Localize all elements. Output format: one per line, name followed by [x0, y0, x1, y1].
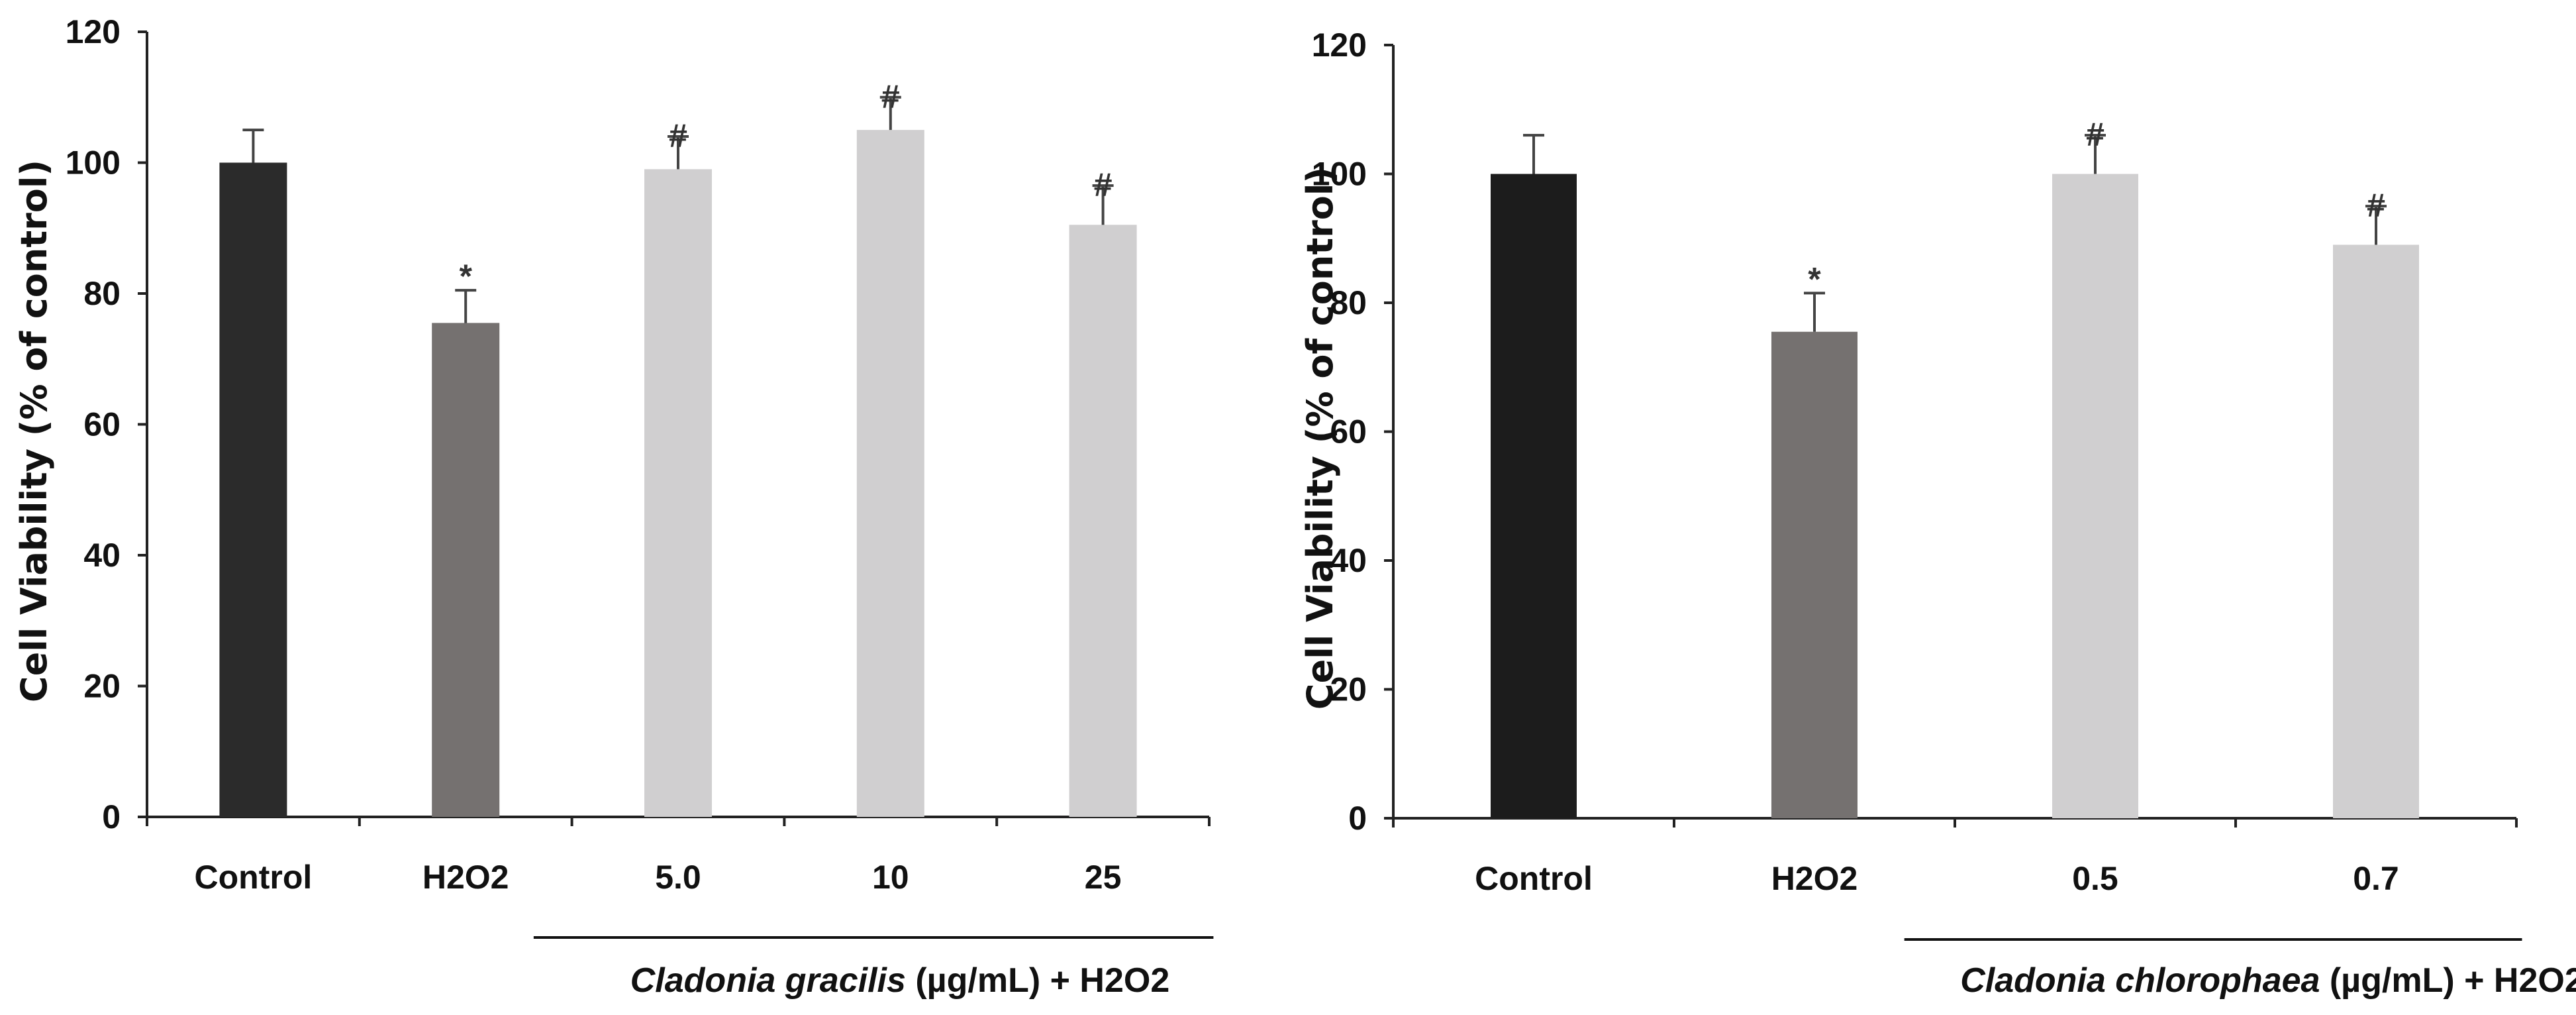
x-tick-label: H2O2 [1771, 860, 1858, 897]
bar [1771, 331, 1858, 818]
x-tick-label: 10 [872, 859, 909, 896]
bar [1491, 174, 1577, 818]
bar [2052, 174, 2138, 818]
bar [856, 130, 924, 817]
y-tick-label: 40 [1330, 542, 1367, 579]
chart-cladonia-chlorophaea: 0 20 40 60 80 100 120 Cell Viability (% of cont… [1299, 27, 2576, 1000]
group-label: Cladonia chlorophaea (µg/mL) + H2O2 [1960, 961, 2576, 1000]
significance-marker: # [669, 117, 687, 154]
x-tick-label: 0.5 [2072, 860, 2118, 897]
bar [219, 162, 287, 817]
y-tick-label: 0 [1348, 800, 1367, 837]
x-tick-label: Control [195, 859, 313, 896]
y-tick-label: 120 [1312, 27, 1367, 64]
significance-marker: # [1094, 166, 1113, 203]
group-label-treatment: (µg/mL) + H2O2 [906, 961, 1169, 1000]
y-tick-label: 40 [83, 537, 121, 574]
significance-marker: # [2367, 187, 2385, 224]
group-label-treatment: (µg/mL) + H2O2 [2320, 961, 2576, 1000]
x-tick-label: 5.0 [655, 859, 701, 896]
y-tick-label: 120 [66, 13, 121, 50]
y-axis-label: Cell Viability (% of control) [1299, 167, 1341, 710]
y-tick-label: 60 [1330, 413, 1367, 451]
y-tick-label: 0 [102, 798, 121, 835]
y-tick-label: 60 [83, 406, 121, 443]
bar [1069, 225, 1137, 817]
y-tick-label: 20 [83, 668, 121, 705]
significance-marker: * [459, 258, 472, 295]
y-tick-label: 80 [83, 275, 121, 312]
x-tick-label: Control [1475, 860, 1593, 897]
x-tick-label: H2O2 [422, 859, 509, 896]
x-tick-label: 0.7 [2353, 860, 2399, 897]
group-label: Cladonia gracilis (µg/mL) + H2O2 [630, 961, 1170, 1000]
group-label-species: Cladonia chlorophaea [1960, 961, 2320, 1000]
bar [432, 323, 500, 817]
y-tick-label: 100 [1312, 156, 1367, 193]
y-tick-label: 100 [66, 144, 121, 182]
bar [644, 169, 712, 817]
y-axis-label: Cell Viability (% of control) [13, 160, 55, 702]
significance-marker: * [1808, 260, 1821, 297]
y-tick-label: 80 [1330, 284, 1367, 321]
y-tick-label: 20 [1330, 671, 1367, 708]
group-label-species: Cladonia gracilis [630, 961, 906, 1000]
significance-marker: # [881, 78, 900, 115]
x-tick-label: 25 [1085, 859, 1122, 896]
chart-cladonia-gracilis: 0 20 40 60 80 100 120 Cell Viability (% of cont… [13, 13, 1214, 1000]
significance-marker: # [2086, 116, 2105, 153]
bar [2333, 244, 2419, 819]
